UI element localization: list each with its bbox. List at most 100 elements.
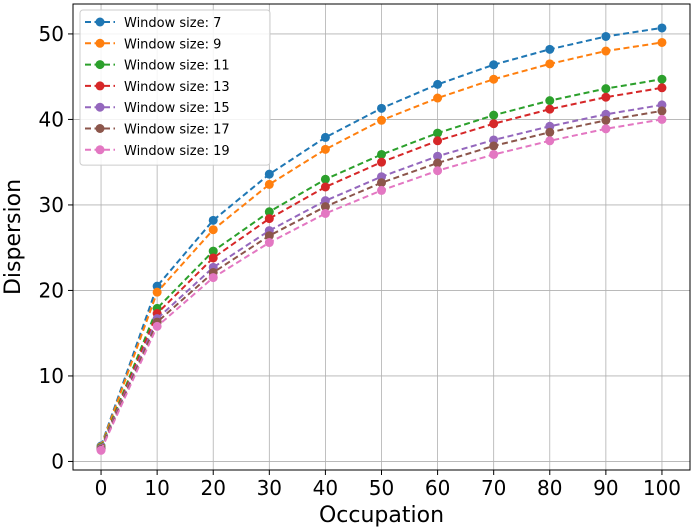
data-point [545,136,555,146]
data-point [264,231,274,241]
legend-item: Window size: 17 [85,123,230,138]
legend-marker [95,17,105,27]
legend-item: Window size: 13 [85,80,230,95]
y-axis-label: Dispersion [1,179,26,295]
legend-marker [95,38,105,48]
y-tick-label: 10 [39,364,64,388]
legend-marker [95,124,105,133]
data-point [489,119,499,129]
y-axis-ticks: 0 10 20 30 40 50 [39,22,73,473]
y-tick-label: 20 [39,278,64,302]
data-point [657,83,667,93]
series-7 [96,114,667,455]
legend-label: Window size: 13 [124,80,230,95]
y-tick-label: 40 [39,107,64,131]
x-tick-label: 70 [481,476,506,500]
data-point [601,31,611,41]
data-point [96,445,106,455]
data-point [208,273,218,283]
data-point [545,127,555,137]
data-point [377,103,386,113]
legend-marker [95,145,105,155]
data-point [601,124,611,134]
data-point [264,207,274,217]
legend-marker [95,102,105,112]
data-point [264,238,274,248]
legend: Window size: 7 Window size: 9 Window size:… [79,9,271,166]
data-point [657,74,667,84]
data-point [377,157,386,167]
x-tick-label: 50 [369,476,394,500]
data-point [264,169,274,179]
legend-item: Window size: 15 [85,101,230,116]
data-point [545,96,555,106]
x-axis-label: Occupation [319,503,444,528]
legend-label: Window size: 7 [124,16,221,31]
data-point [152,321,162,331]
legend-box [79,9,271,166]
data-point [320,132,330,142]
data-point [489,74,499,84]
x-tick-label: 0 [95,476,108,500]
legend-label: Window size: 19 [124,144,230,159]
data-point [601,92,611,102]
y-tick-label: 0 [51,449,64,473]
data-point [208,225,218,235]
data-point [377,185,386,195]
x-tick-label: 20 [201,476,226,500]
data-point [208,246,218,256]
data-point [320,144,330,154]
x-tick-label: 90 [593,476,618,500]
data-point [377,178,386,188]
series-layer [96,23,667,455]
x-tick-label: 100 [643,476,681,500]
series-3 [96,74,667,453]
legend-marker [95,60,105,70]
data-point [433,151,443,161]
legend-label: Window size: 15 [124,101,230,116]
series-line [100,78,663,449]
data-point [208,253,218,263]
data-point [489,141,499,151]
data-point [657,23,667,33]
x-axis-ticks: 0 10 20 30 40 50 60 70 80 90 100 [95,470,681,500]
data-point [264,179,274,189]
data-point [601,115,611,125]
data-point [320,202,330,212]
data-point [489,60,499,70]
legend-marker [95,81,105,91]
data-point [433,79,443,89]
data-point [657,37,667,47]
data-point [433,128,443,138]
legend-label: Window size: 17 [124,123,230,138]
x-tick-label: 80 [537,476,562,500]
data-point [320,174,330,184]
series-line [100,109,663,450]
legend-item: Window size: 11 [85,59,230,74]
x-tick-label: 60 [425,476,450,500]
data-point [152,287,162,297]
y-tick-label: 30 [39,193,64,217]
data-point [545,104,555,114]
data-point [545,59,555,69]
legend-label: Window size: 9 [124,37,221,52]
data-point [601,84,611,94]
data-point [657,114,667,124]
data-point [377,149,386,159]
data-point [489,149,499,159]
data-point [657,106,667,116]
legend-label: Window size: 11 [124,59,230,74]
data-point [433,136,443,146]
data-point [208,215,218,225]
legend-item: Window size: 9 [85,37,221,52]
data-point [433,158,443,168]
legend-item: Window size: 7 [85,16,221,31]
data-point [377,115,386,125]
data-point [545,44,555,54]
data-point [320,182,330,192]
y-tick-label: 50 [39,22,64,46]
data-point [264,214,274,224]
x-tick-label: 30 [257,476,282,500]
legend-item: Window size: 19 [85,144,230,159]
